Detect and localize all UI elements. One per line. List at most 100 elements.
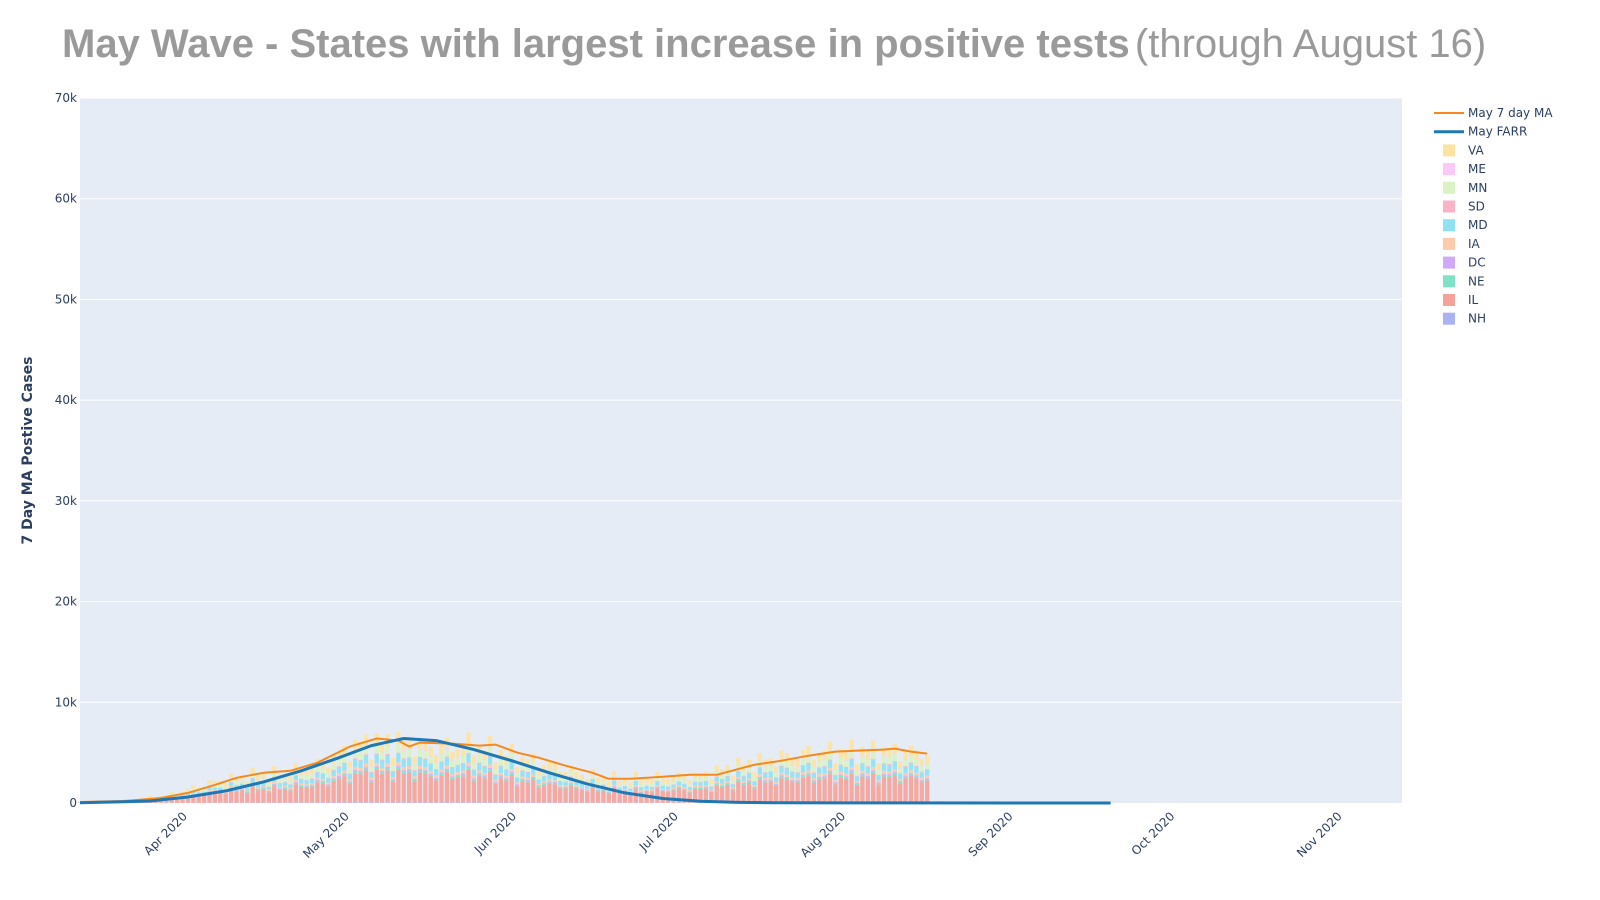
bar-segment-ia [353,766,358,771]
bar-segment-il [639,792,644,803]
legend-item-ia[interactable]: IA [1443,237,1481,251]
bar-segment-il [282,789,288,803]
legend-item-me[interactable]: ME [1443,162,1486,176]
bar-segment-nh [380,802,385,803]
bar-segment-ne [860,774,865,777]
bar-segment-me [865,759,870,760]
legend-item-mn[interactable]: MN [1443,181,1487,195]
bar-segment-ia [790,777,795,780]
legend-item-ne[interactable]: NE [1443,274,1485,288]
bar-segment-md [536,779,541,784]
bar-segment-dc [752,786,757,788]
bar-segment-il [558,788,563,803]
legend-item-il[interactable]: IL [1443,293,1479,307]
bar-segment-ia [266,789,272,791]
bar-segment-me [887,756,892,758]
bar-segment-ne [342,774,347,777]
bar-segment-il [493,783,498,803]
bar-segment-il [811,782,817,803]
bar-segment-nh [406,802,412,803]
bar-segment-il [687,792,692,803]
bar-segment-ia [660,788,665,791]
bar-segment-md [692,782,698,786]
bar-segment-dc [827,770,833,773]
bar-segment-dc [390,779,396,781]
bar-segment-mn [660,782,665,786]
bar-segment-sd [326,777,331,779]
bar-segment-ia [304,784,309,786]
bar-segment-va [854,764,860,771]
bar-segment-nh [423,802,428,803]
legend[interactable]: May 7 day MA May FARR VA ME MN SD MD IA DC NE IL NH [1434,106,1553,326]
bar-segment-dc [444,768,450,771]
bar-segment-ia [255,787,261,789]
bar-segment-mn [326,773,331,778]
bar-segment-dc [385,766,390,769]
bar-segment-mn [568,771,574,777]
bar-segment-ia [746,778,752,781]
bar-segment-ne [811,781,817,783]
bar-segment-ia [876,780,881,783]
bar-segment-me [358,751,363,753]
bar-segment-ne [369,780,374,783]
bar-segment-il [525,782,531,803]
bar-segment-dc [423,770,428,772]
bar-segment-ia [309,783,315,785]
bar-segment-sd [250,777,255,779]
bar-segment-nh [509,802,514,803]
bar-segment-sd [347,773,352,775]
legend-item-nh[interactable]: NH [1443,312,1486,326]
bar-segment-il [417,772,423,803]
bar-segment-md [563,781,568,786]
bar-segment-dc [326,784,331,786]
bar-segment-sd [482,765,487,767]
bar-segment-mn [665,783,671,787]
bar-segment-ne [363,768,369,771]
legend-label: VA [1468,143,1484,157]
bar-segment-md [374,754,379,764]
bar-segment-va [568,765,574,772]
bar-segment-dc [450,776,455,778]
legend-item-dc[interactable]: DC [1443,256,1486,270]
gridlines [80,97,1402,703]
bar-segment-ia [466,762,471,767]
y-tick-label: 0 [69,796,77,810]
bar-segment-dc [854,782,860,784]
bar-segment-ne [833,782,838,785]
bar-segment-mn [644,782,649,786]
bar-segment-md [908,763,914,771]
bar-segment-dc [703,786,709,788]
bar-segment-il [320,783,325,803]
bar-segment-va [558,771,563,777]
bar-segment-mn [703,777,709,781]
bar-segment-dc [466,766,471,768]
legend-item-va[interactable]: VA [1443,143,1484,157]
bar-segment-mn [563,777,568,782]
bar-segment-dc [784,776,790,778]
bar-segment-ne [261,788,266,790]
legend-item-md[interactable]: MD [1443,218,1488,232]
bar-segment-mn [369,766,374,772]
bar-segment-me [881,755,887,757]
bar-segment-ia [444,765,450,769]
bar-segment-ia [504,775,509,779]
bar-segment-ia [854,780,860,783]
bar-segment-dc [315,779,320,781]
bar-segment-sd [925,769,930,771]
bar-segment-me [817,760,822,762]
bar-segment-dc [293,782,298,783]
bar-segment-ne [655,787,660,789]
bar-segment-dc [477,773,482,775]
bar-segment-ia [871,767,876,771]
bar-segment-dc [865,775,870,777]
bar-segment-ia [898,778,903,782]
bar-segment-sd [719,778,725,780]
legend-item-may-7-day-ma[interactable]: May 7 day MA [1434,106,1553,120]
bar-segment-va [309,768,315,774]
bar-segment-il [838,777,843,803]
y-tick-label: 30k [55,494,77,508]
legend-item-sd[interactable]: SD [1443,200,1485,214]
legend-item-may-farr[interactable]: May FARR [1434,125,1527,139]
bar-segment-md [293,775,298,781]
bar-segment-md [439,762,444,770]
